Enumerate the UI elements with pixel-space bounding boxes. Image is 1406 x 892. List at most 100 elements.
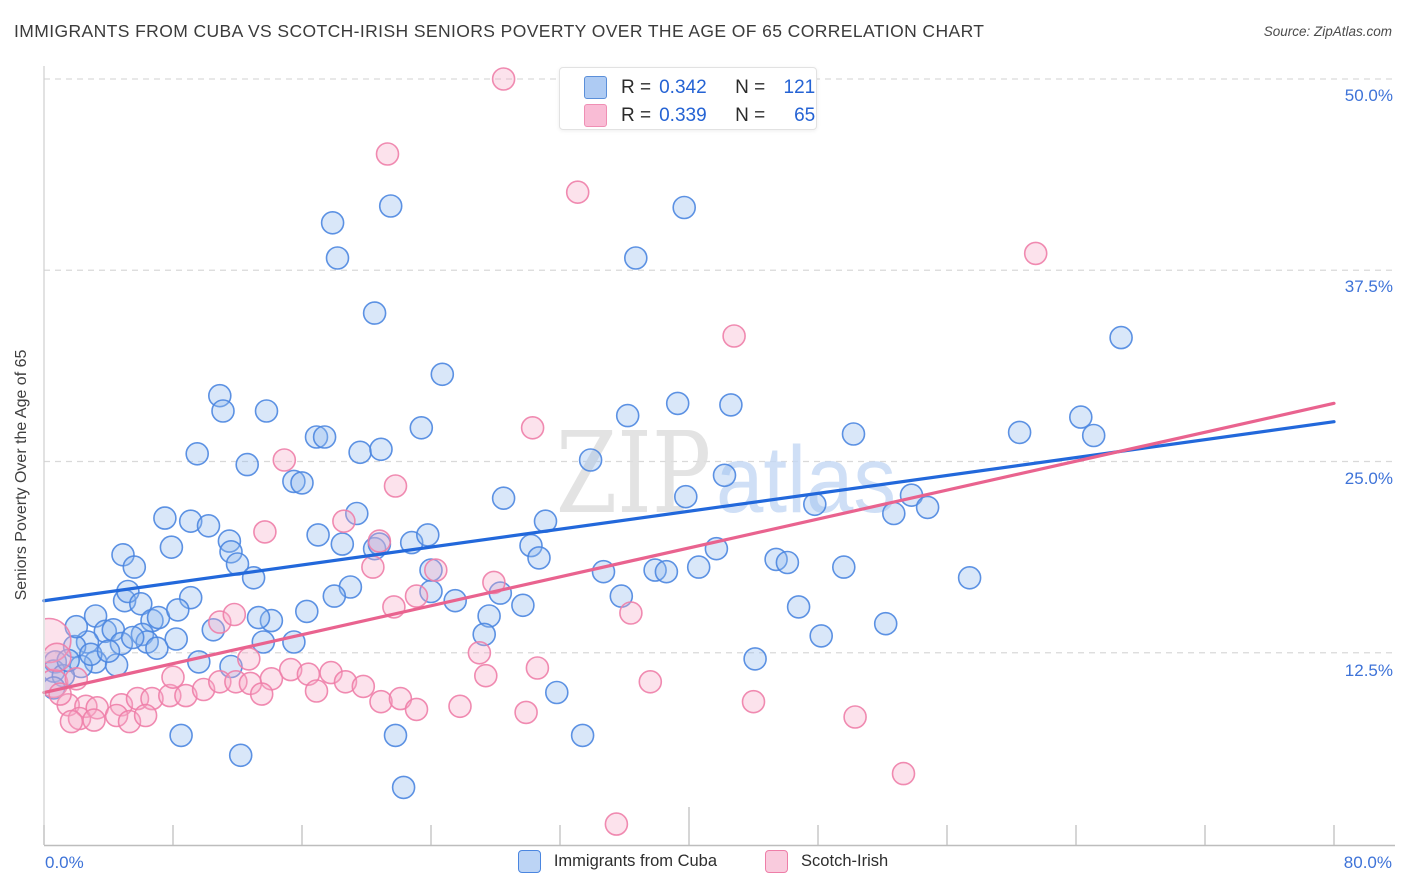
scatter-point-cuba[interactable]: [228, 743, 253, 768]
scatter-point-scotch-irish[interactable]: [383, 474, 408, 498]
scatter-point-cuba[interactable]: [93, 619, 118, 644]
scatter-point-cuba[interactable]: [578, 448, 603, 472]
scatter-point-scotch-irish[interactable]: [278, 657, 303, 682]
scatter-point-cuba[interactable]: [219, 539, 243, 564]
scatter-point-cuba[interactable]: [1109, 325, 1133, 350]
scatter-point-scotch-irish[interactable]: [467, 640, 492, 665]
scatter-point-cuba[interactable]: [211, 399, 235, 423]
scatter-point-cuba[interactable]: [743, 647, 767, 671]
scatter-point-scotch-irish[interactable]: [843, 705, 867, 729]
scatter-point-cuba[interactable]: [254, 399, 279, 423]
scatter-point-scotch-irish[interactable]: [333, 669, 358, 694]
scatter-point-cuba[interactable]: [235, 452, 259, 477]
scatter-point-cuba[interactable]: [344, 501, 369, 526]
scatter-point-scotch-irish[interactable]: [82, 708, 106, 732]
scatter-point-cuba[interactable]: [169, 723, 193, 748]
scatter-point-scotch-irish[interactable]: [222, 602, 247, 627]
legend-item-cuba[interactable]: Immigrants from Cuba: [517, 850, 717, 873]
scatter-point-cuba[interactable]: [873, 611, 898, 636]
scatter-point-scotch-irish[interactable]: [27, 617, 72, 664]
scatter-point-scotch-irish[interactable]: [473, 663, 498, 688]
scatter-point-scotch-irish[interactable]: [1023, 241, 1048, 266]
scatter-point-scotch-irish[interactable]: [104, 703, 129, 728]
scatter-point-scotch-irish[interactable]: [619, 601, 643, 625]
scatter-point-scotch-irish[interactable]: [367, 529, 392, 553]
scatter-point-cuba[interactable]: [544, 680, 569, 705]
scatter-point-scotch-irish[interactable]: [249, 682, 274, 706]
scatter-point-cuba[interactable]: [159, 535, 184, 560]
scatter-point-scotch-irish[interactable]: [361, 555, 385, 579]
scatter-point-cuba[interactable]: [831, 555, 856, 579]
scatter-point-cuba[interactable]: [369, 437, 393, 462]
scatter-point-scotch-irish[interactable]: [375, 142, 400, 166]
scatter-point-cuba[interactable]: [415, 523, 440, 547]
scatter-point-cuba[interactable]: [786, 595, 811, 619]
scatter-point-cuba[interactable]: [294, 599, 319, 624]
scatter-point-cuba[interactable]: [1007, 420, 1032, 445]
scatter-point-cuba[interactable]: [802, 492, 827, 517]
scatter-point-cuba[interactable]: [178, 585, 203, 610]
scatter-point-cuba[interactable]: [1081, 423, 1106, 448]
scatter-point-cuba[interactable]: [348, 440, 372, 465]
scatter-point-cuba[interactable]: [615, 403, 640, 428]
scatter-point-cuba[interactable]: [166, 598, 190, 622]
scatter-point-cuba[interactable]: [164, 627, 188, 651]
scatter-point-cuba[interactable]: [304, 425, 329, 449]
scatter-point-scotch-irish[interactable]: [208, 669, 232, 694]
scatter-point-cuba[interactable]: [511, 593, 535, 618]
scatter-point-cuba[interactable]: [809, 624, 834, 648]
scatter-point-cuba[interactable]: [391, 775, 416, 800]
scatter-point-scotch-irish[interactable]: [514, 700, 538, 725]
scatter-point-scotch-irish[interactable]: [253, 520, 277, 544]
scatter-point-cuba[interactable]: [654, 559, 679, 584]
scatter-point-cuba[interactable]: [246, 605, 271, 630]
scatter-point-cuba[interactable]: [623, 246, 648, 270]
scatter-point-scotch-irish[interactable]: [351, 674, 376, 699]
scatter-point-cuba[interactable]: [153, 506, 177, 530]
scatter-point-scotch-irish[interactable]: [59, 709, 84, 734]
scatter-point-scotch-irish[interactable]: [423, 558, 448, 582]
scatter-point-cuba[interactable]: [1069, 405, 1093, 429]
scatter-point-scotch-irish[interactable]: [722, 324, 746, 348]
scatter-point-cuba[interactable]: [378, 194, 403, 218]
scatter-point-cuba[interactable]: [306, 523, 330, 547]
scatter-point-cuba[interactable]: [686, 555, 711, 579]
scatter-point-scotch-irish[interactable]: [272, 448, 297, 472]
scatter-point-cuba[interactable]: [320, 211, 345, 235]
scatter-point-cuba[interactable]: [145, 636, 169, 661]
scatter-point-scotch-irish[interactable]: [158, 683, 182, 708]
scatter-point-scotch-irish[interactable]: [404, 697, 429, 722]
scatter-point-cuba[interactable]: [312, 425, 337, 449]
scatter-point-cuba[interactable]: [957, 565, 982, 590]
scatter-point-cuba[interactable]: [570, 723, 595, 748]
scatter-point-scotch-irish[interactable]: [891, 761, 916, 786]
scatter-point-cuba[interactable]: [178, 509, 203, 534]
scatter-point-scotch-irish[interactable]: [174, 683, 198, 708]
scatter-point-scotch-irish[interactable]: [133, 703, 158, 728]
scatter-point-cuba[interactable]: [325, 246, 350, 270]
scatter-point-cuba[interactable]: [79, 642, 103, 667]
scatter-point-scotch-irish[interactable]: [161, 665, 185, 690]
scatter-point-scotch-irish[interactable]: [525, 656, 550, 680]
scatter-point-scotch-irish[interactable]: [43, 642, 72, 673]
scatter-point-cuba[interactable]: [122, 555, 147, 579]
scatter-point-cuba[interactable]: [672, 195, 697, 220]
scatter-point-cuba[interactable]: [187, 650, 211, 674]
scatter-point-scotch-irish[interactable]: [604, 812, 629, 836]
scatter-point-cuba[interactable]: [527, 546, 551, 570]
scatter-point-cuba[interactable]: [409, 415, 434, 440]
scatter-point-cuba[interactable]: [775, 550, 800, 575]
scatter-point-scotch-irish[interactable]: [237, 647, 261, 671]
scatter-point-cuba[interactable]: [201, 617, 226, 642]
scatter-point-cuba[interactable]: [383, 723, 408, 748]
scatter-point-scotch-irish[interactable]: [448, 694, 472, 719]
scatter-point-scotch-irish[interactable]: [520, 415, 545, 440]
scatter-point-scotch-irish[interactable]: [565, 180, 590, 204]
scatter-point-cuba[interactable]: [915, 495, 940, 520]
scatter-point-scotch-irish[interactable]: [491, 67, 516, 91]
scatter-point-cuba[interactable]: [282, 469, 306, 494]
scatter-point-cuba[interactable]: [290, 471, 314, 495]
scatter-point-cuba[interactable]: [129, 591, 153, 616]
scatter-point-cuba[interactable]: [665, 391, 690, 416]
scatter-point-scotch-irish[interactable]: [741, 689, 766, 714]
